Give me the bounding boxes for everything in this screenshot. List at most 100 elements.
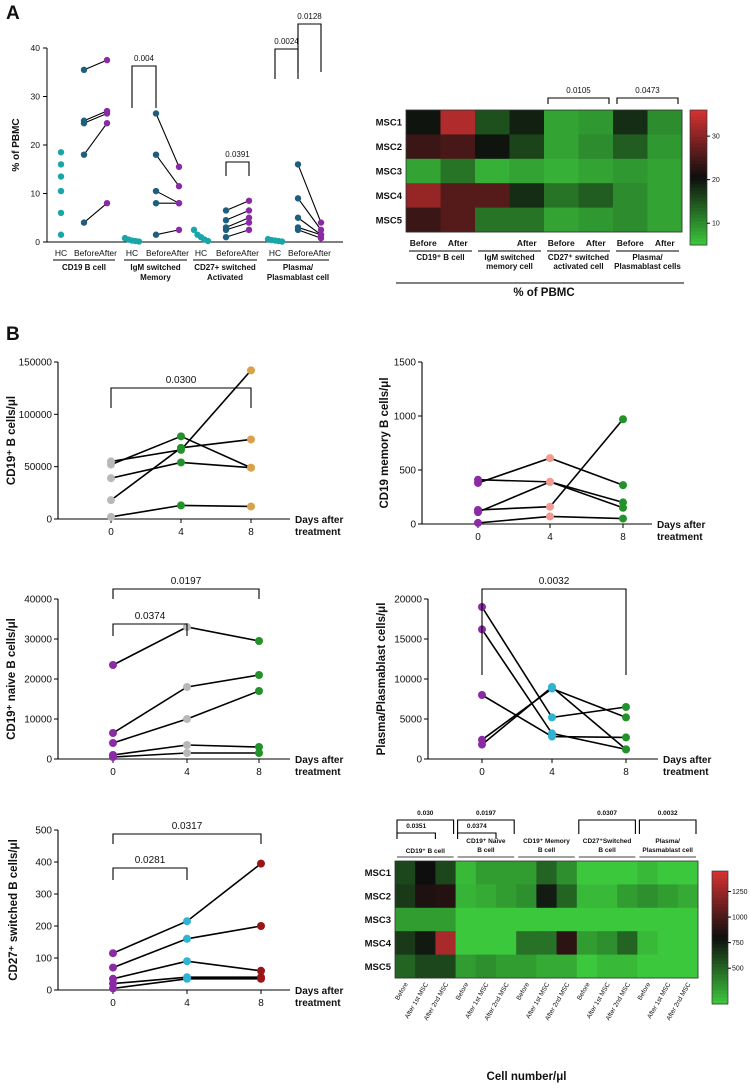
heatmap-cell [677,884,699,909]
heatmap-cell [406,158,441,184]
row-label: MSC1 [376,118,403,129]
data-point [619,514,627,523]
heatmap-cell [395,861,416,885]
x-tick-label: 4 [184,998,190,1009]
data-point [107,460,115,469]
pair-line [155,154,180,187]
hc-point [57,161,65,168]
colorbar-tick-label: 10 [712,221,720,228]
x-axis-title: Days after [295,755,343,766]
significance-bracket-label: 0.0391 [225,150,250,159]
heatmap-cell [556,907,578,932]
x-tick-label: 8 [623,767,629,778]
heatmap-cell [657,884,679,909]
colorbar-segment [690,167,707,172]
x-tick-label: HC [126,248,138,258]
colorbar-segment [712,904,728,909]
heatmap-cell [544,110,579,135]
pair-line [225,200,250,211]
colorbar-tick-label: 20 [712,177,720,184]
significance-bracket-label: 0.0105 [566,86,591,95]
colorbar-segment [712,960,728,965]
data-point [255,671,263,679]
heatmap-cell [455,907,477,932]
data-point [474,508,482,517]
column-label: Before [617,238,644,248]
heatmap-cell [613,207,648,233]
heatmap-cell [536,861,557,885]
group-label: Plasma/ [655,838,680,845]
x-axis-title: Days after [657,520,705,531]
heatmap-cell [406,183,441,208]
pair-line [297,198,322,231]
colorbar-segment [690,160,707,165]
significance-bracket-label: 0.0317 [172,821,203,832]
data-point [257,859,265,868]
pair-line [225,229,250,238]
heatmap-cell [475,110,510,135]
heatmap-cell [597,931,618,955]
data-point [257,974,265,983]
significance-bracket-label: 0.0281 [135,855,166,866]
before-point [80,66,88,74]
heatmap-cell [617,907,638,932]
colorbar-segment [712,917,728,922]
column-label: After [517,238,538,248]
heatmap-cell [597,861,618,885]
dot-plot-pbmc: 0 10 20 30 40 % of PBMC HC BeforeAfter CD19 B ce… [11,12,343,282]
colorbar-segment [690,241,707,246]
y-tick-label: 20 [31,140,41,150]
colorbar-segment [712,954,728,958]
significance-bracket [578,819,636,834]
data-point [478,740,486,749]
x-axis-title: Days after [295,515,343,526]
before-point [152,110,160,117]
data-point [109,963,117,972]
group-label: CD27⁺ switched [548,253,609,262]
after-point [175,183,183,190]
before-point [294,161,302,168]
y-tick-label: 500 [399,466,416,477]
colorbar-segment [712,990,728,995]
colorbar-segment [712,871,728,875]
colorbar-segment [712,957,728,962]
colorbar-segment [690,174,707,178]
y-axis-title: % of PBMC [11,118,22,171]
colorbar-segment [712,974,728,978]
colorbar-segment [690,133,707,138]
data-point [177,501,185,510]
data-point [474,478,482,487]
column-label: After [586,238,607,248]
group-label: CD19⁺ Memory [523,838,570,845]
significance-bracket [274,48,299,79]
hc-point [135,238,143,245]
significance-bracket [481,588,627,675]
colorbar-segment [712,884,728,889]
data-point [255,743,263,751]
hc-point [57,173,65,180]
colorbar-segment [712,964,728,968]
heatmap-cell [496,907,517,932]
heatmap-cell [415,884,436,909]
colorbar-tick-label: 500 [732,966,744,973]
colorbar-segment [712,887,728,892]
data-point [546,477,554,486]
colorbar-tick-label: 1250 [732,889,748,896]
row-label: MSC3 [376,167,402,178]
heatmap-cell [496,861,517,885]
y-tick-label: 0 [46,515,52,526]
data-point [183,741,191,749]
colorbar-segment [690,116,707,121]
significance-bracket [110,387,252,408]
significance-bracket [112,833,262,844]
heatmap-cell [475,954,497,979]
significance-bracket [457,832,497,839]
heatmap-cell [613,134,648,160]
y-tick-label: 150000 [19,358,53,369]
heatmap-cell [613,110,648,135]
heatmap-pbmc: MSC1 MSC2 MSC3 MSC4 MSC5 Before After After Befo… [376,86,720,299]
heatmap-cell [516,931,537,955]
x-axis-title: treatment [295,767,341,778]
heatmap-cell [415,954,436,979]
colorbar-segment [690,191,707,195]
